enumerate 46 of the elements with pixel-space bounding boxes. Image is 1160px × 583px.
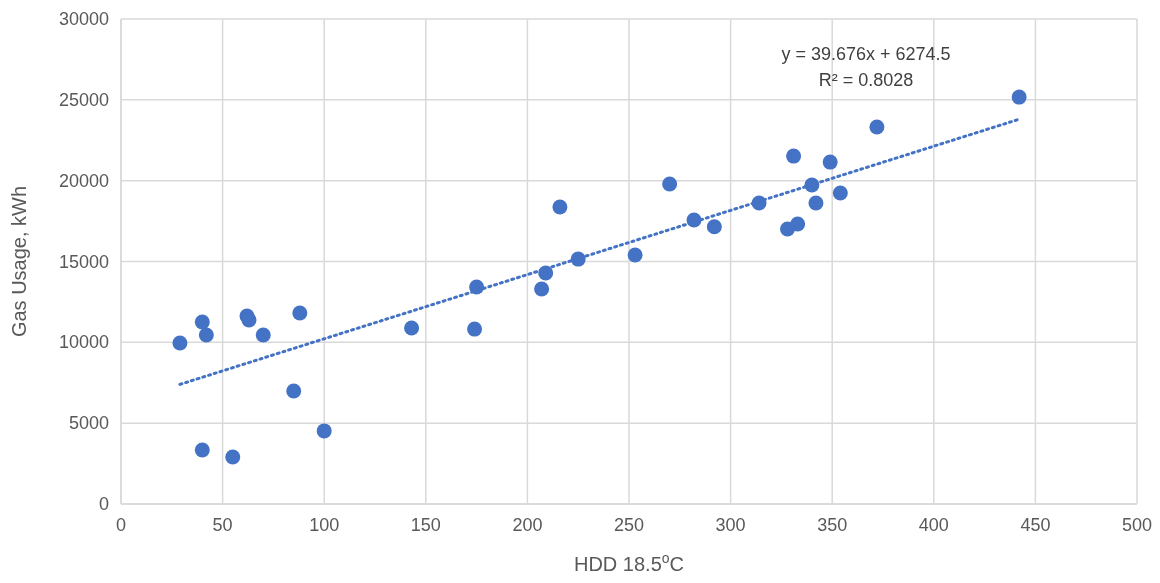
y-tick-label: 20000 <box>58 170 109 191</box>
point <box>832 185 848 201</box>
point <box>255 327 271 343</box>
point <box>404 320 420 336</box>
point <box>198 327 214 343</box>
point <box>172 335 188 351</box>
point <box>286 383 302 399</box>
point <box>552 199 568 215</box>
point <box>790 216 806 232</box>
x-tick-label: 0 <box>115 515 127 535</box>
y-tick-label: 5000 <box>68 413 109 434</box>
point <box>292 305 308 321</box>
point <box>534 281 550 297</box>
point <box>662 176 678 192</box>
x-tick-label: 200 <box>512 515 543 535</box>
x-tick-label: 400 <box>918 515 949 535</box>
y-tick-label: 10000 <box>58 332 109 353</box>
point <box>194 442 210 458</box>
x-axis-title: HDD 18.5$^{o}$C <box>573 550 685 575</box>
point <box>706 219 722 235</box>
x-tick-label: 350 <box>817 515 848 535</box>
point <box>869 119 885 135</box>
point <box>627 247 643 263</box>
y-axis-title: Gas Usage, kWh <box>8 185 30 338</box>
x-tick-label: 100 <box>309 515 340 535</box>
y-tick-label: 30000 <box>58 9 109 29</box>
annotation: y = 39.676x + 6274.5 <box>781 44 951 64</box>
point <box>822 154 838 170</box>
point <box>225 449 241 465</box>
annotation: R² = 0.8028 <box>818 70 914 90</box>
y-tick-label: 0 <box>98 494 109 514</box>
x-tick-label: 500 <box>1121 515 1153 535</box>
point <box>316 423 332 439</box>
point <box>467 321 483 337</box>
point <box>194 314 210 330</box>
y-tick-label: 25000 <box>58 89 109 110</box>
point <box>1011 89 1027 105</box>
x-tick-label: 450 <box>1020 515 1051 535</box>
x-tick-label: 50 <box>212 515 233 535</box>
point <box>808 195 824 211</box>
point <box>241 312 257 328</box>
x-tick-label: 250 <box>613 515 645 535</box>
point <box>786 148 802 164</box>
x-tick-label: 300 <box>715 515 746 535</box>
x-tick-label: 150 <box>410 515 441 535</box>
y-tick-label: 15000 <box>58 251 109 272</box>
